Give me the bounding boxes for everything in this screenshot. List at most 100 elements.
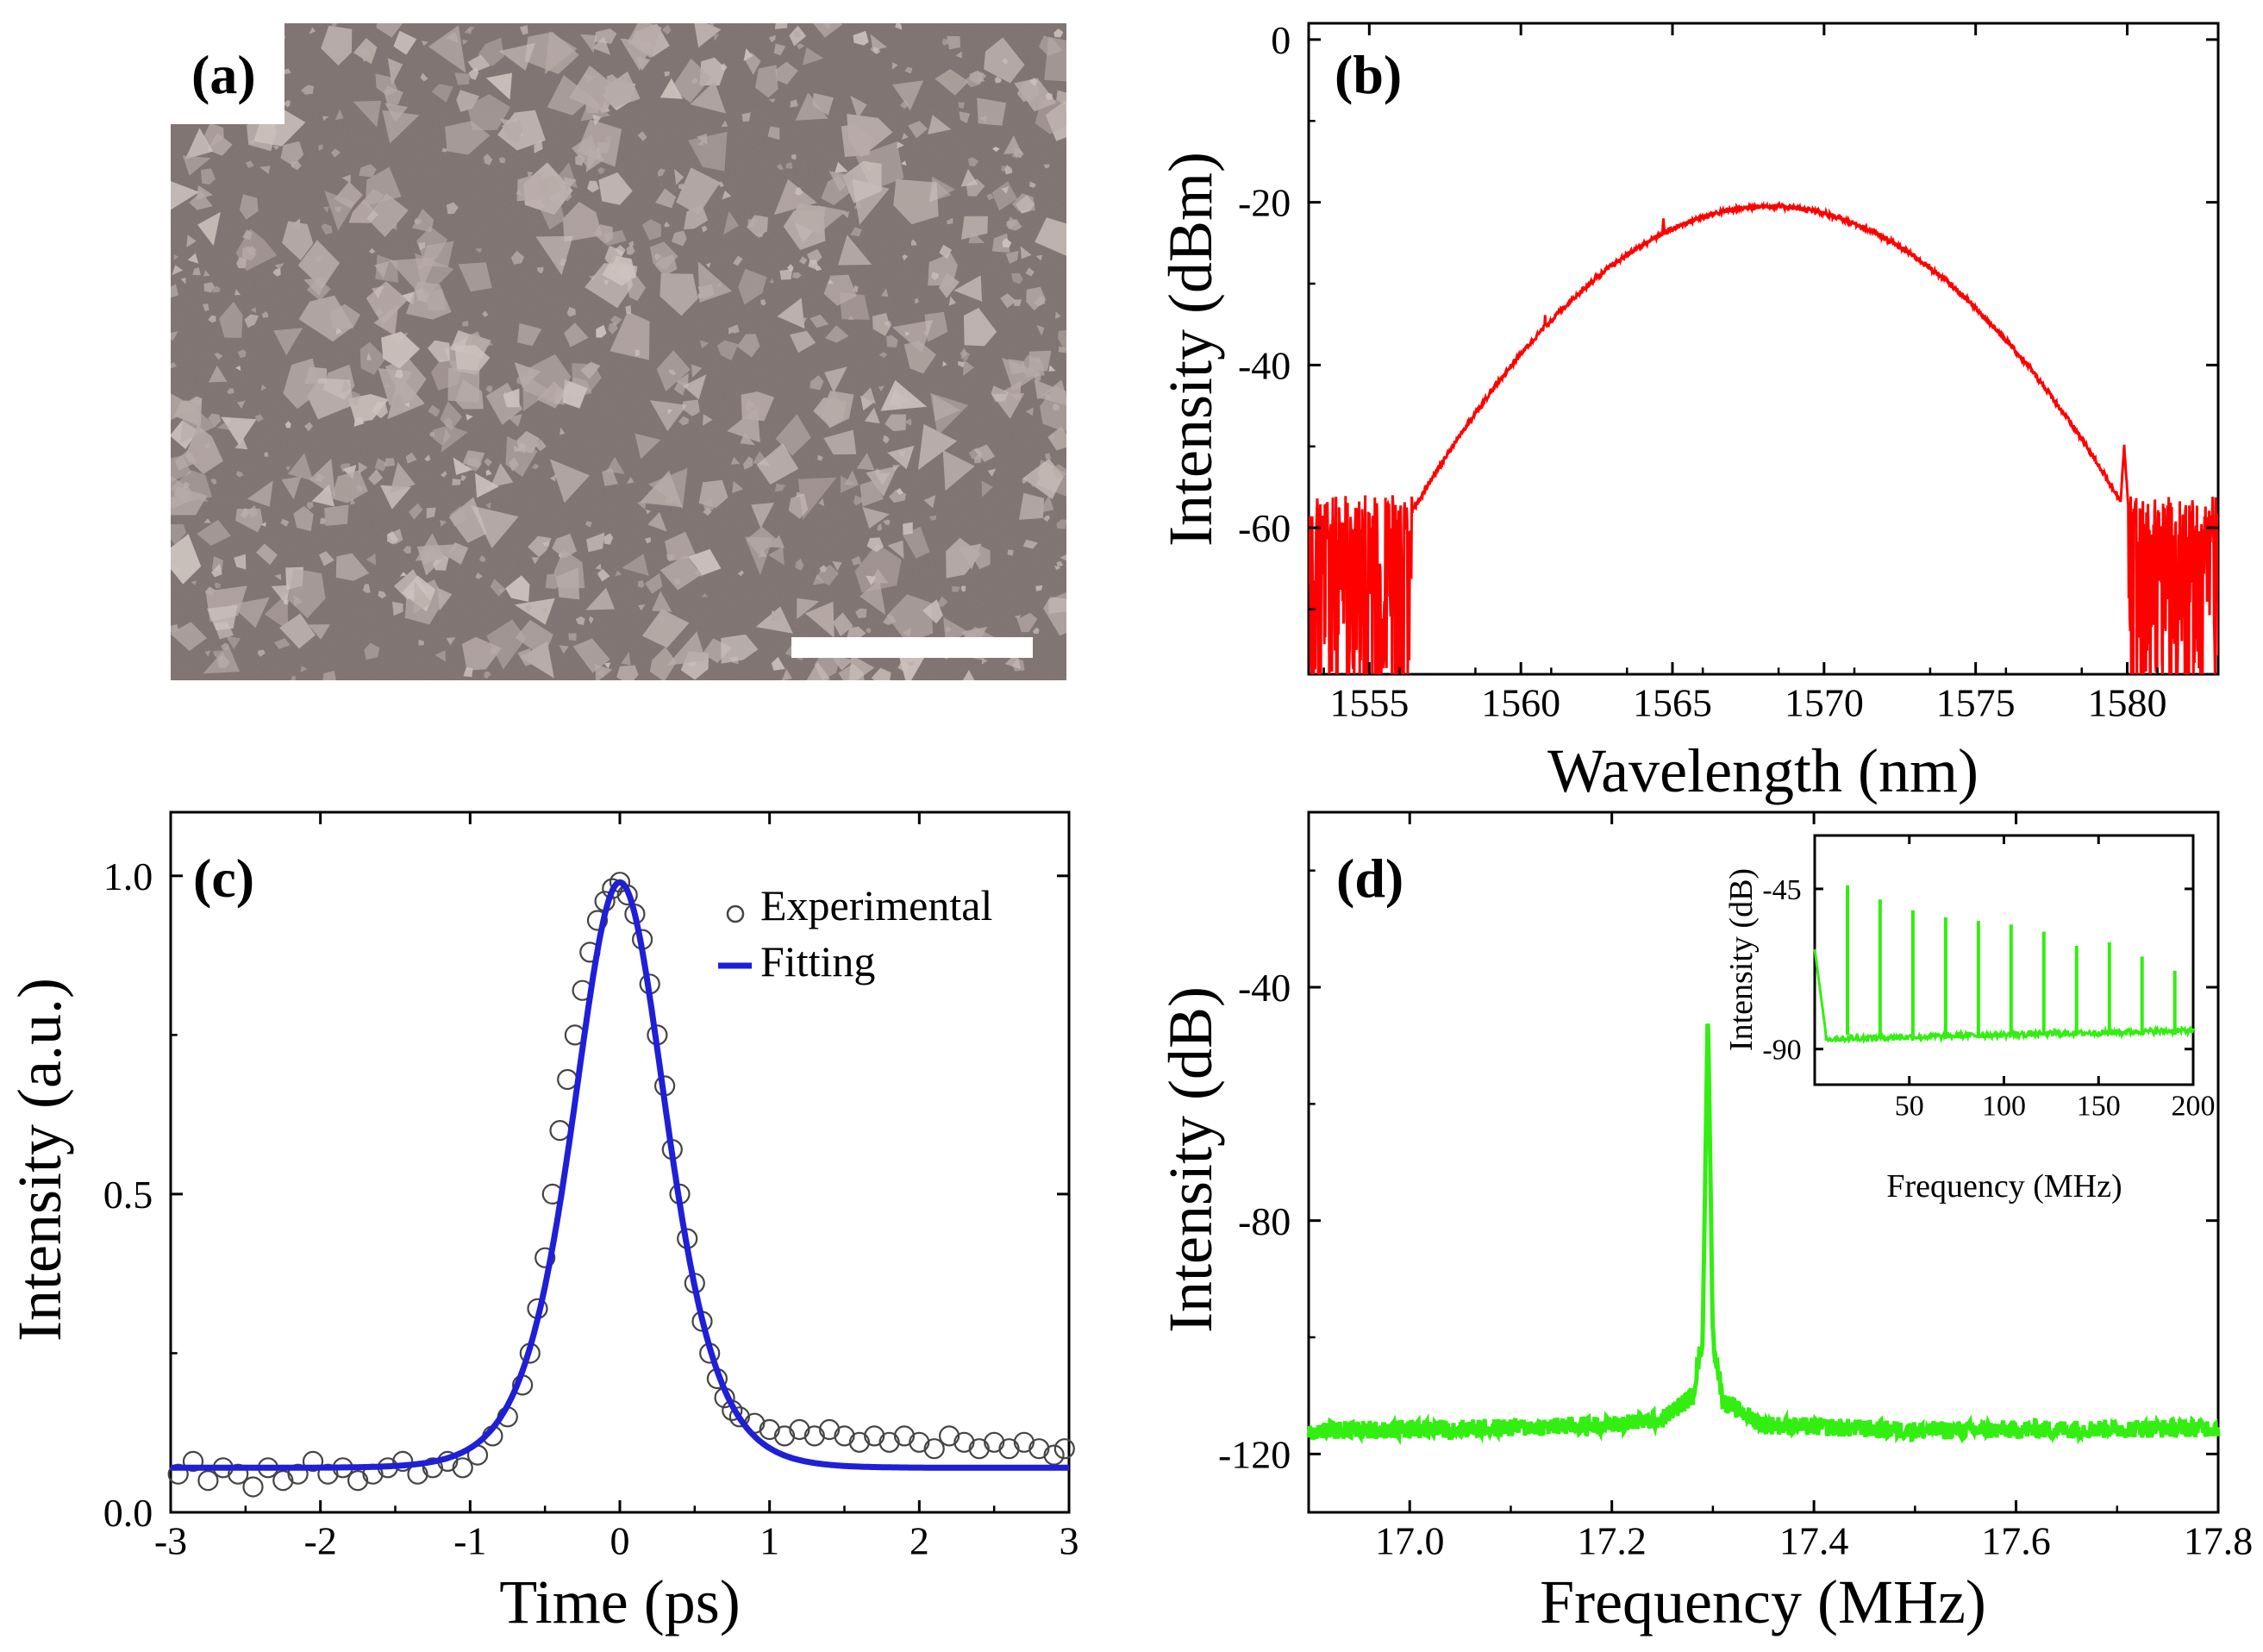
y-tick-label: -20 [1238,181,1291,225]
panel-a: (a) [171,23,1066,680]
x-tick-label: 1 [760,1518,779,1562]
x-tick-label: -1 [453,1518,486,1562]
data-point-experimental [968,1438,990,1460]
x-tick-label: 1560 [1481,680,1560,724]
data-point-experimental [302,1450,324,1473]
y-axis-label-d: Intensity (dB) [1156,986,1225,1333]
plot-frame-d [1307,810,2220,1514]
x-tick-label: 3 [1060,1518,1079,1562]
y-tick-label: -90 [1762,1035,1801,1067]
data-point-experimental [773,1425,796,1447]
data-point-experimental [893,1425,916,1447]
fitting-curve [171,879,1069,1471]
rf-spectrum-line [1306,1023,2221,1446]
data-point-experimental [609,872,631,893]
y-tick-label: -40 [1238,966,1291,1010]
data-point-experimental [347,1469,369,1492]
panel-b-chart: 1555 1560 1565 1570 1575 1580 0 -20 -40 -60 (b) W… [1156,18,2220,805]
data-point-experimental [953,1431,975,1453]
panel-c-chart: -3 -2 -1 0 1 2 3 0.0 0.5 1.0 (c) Experimental Fit… [5,810,1079,1636]
y-tick-label: 0 [1271,18,1291,62]
x-tick-label: 17.0 [1375,1518,1445,1562]
y-tick-label: 0.5 [103,1173,153,1217]
data-point-experimental [242,1476,264,1498]
data-point-experimental [803,1425,825,1447]
y-tick-label: -40 [1238,343,1291,387]
flake [183,30,191,39]
data-point-experimental [878,1431,900,1453]
x-tick-label: 0 [610,1518,630,1562]
y-tick-label: -120 [1218,1432,1291,1476]
y-tick-label: -80 [1238,1199,1291,1243]
x-axis-label-b: Wavelength (nm) [1547,736,1979,805]
inset-x-axis-label: Frequency (MHz) [1886,1168,2122,1205]
x-axis-label-d: Frequency (MHz) [1540,1568,1986,1636]
flake [174,62,184,72]
x-axis-label-c: Time (ps) [499,1568,740,1636]
data-point-experimental [1028,1438,1050,1460]
y-tick-label: -45 [1762,874,1801,906]
inset-frame [1813,834,2195,1086]
legend-label-experimental: Experimental [760,881,992,929]
flake [265,38,272,45]
data-point-experimental [848,1431,871,1453]
x-tick-label: 17.2 [1577,1518,1647,1562]
data-point-experimental [392,1450,414,1473]
panel-d-chart: 17.0 17.2 17.4 17.6 17.8 -40 -80 -120 (d) Frequ… [1156,810,2254,1636]
panel-b-label: (b) [1335,44,1402,105]
inset-chart-d: 50 100 150 200 -45 -90 Frequency (MHz) Intens… [1723,834,2216,1205]
legend-marker-experimental [726,904,745,923]
x-tick-label: -2 [304,1518,337,1562]
data-point-experimental [909,1431,930,1453]
y-axis-label-c: Intensity (a.u.) [5,978,74,1342]
x-tick-label: 17.8 [2184,1518,2254,1562]
x-tick-label: -3 [154,1518,187,1562]
flake [260,34,276,51]
data-point-experimental [789,1418,810,1441]
data-point-experimental [452,1457,473,1479]
x-tick-label: 1565 [1633,680,1712,724]
x-tick-label: 17.4 [1779,1518,1849,1562]
data-point-experimental [938,1425,960,1447]
data-point-experimental [422,1457,443,1479]
scale-bar [791,637,1033,658]
x-tick-label: 150 [2077,1091,2121,1123]
panel-d-label: (d) [1336,848,1403,909]
legend-label-fitting: Fitting [760,937,875,986]
x-tick-label: 50 [1895,1091,1924,1123]
y-tick-label: 0.0 [103,1491,153,1535]
data-point-experimental [728,1406,751,1428]
legend-c: Experimental Fitting [718,881,992,986]
inset-y-axis-label: Intensity (dB) [1723,868,1760,1051]
data-point-experimental [759,1418,780,1441]
data-point-experimental [557,1068,578,1091]
y-tick-label: -60 [1238,506,1291,550]
data-point-experimental [923,1438,945,1460]
y-axis-label-b: Intensity (dBm) [1156,152,1225,547]
data-point-experimental [182,1450,204,1473]
data-point-experimental [1043,1444,1065,1466]
x-tick-label: 1575 [1936,680,2016,724]
inset-baseline [1813,948,2195,1045]
data-point-experimental [549,1119,571,1142]
data-point-experimental [998,1438,1020,1460]
data-point-experimental [272,1469,294,1492]
data-point-experimental [818,1418,841,1441]
flake [171,109,178,116]
x-tick-label: 2 [910,1518,929,1562]
data-point-experimental [984,1431,1005,1453]
x-tick-label: 17.6 [1981,1518,2051,1562]
data-point-experimental [834,1425,855,1447]
flake [224,104,239,118]
data-point-experimental [534,1247,556,1268]
data-point-experimental [197,1469,219,1492]
x-tick-label: 1580 [2088,680,2167,724]
x-tick-label: 200 [2172,1091,2216,1123]
x-tick-label: 1555 [1329,680,1409,724]
data-point-experimental [1013,1431,1035,1453]
x-tick-label: 1570 [1785,680,1864,724]
data-point-experimental [228,1463,249,1485]
data-point-experimental [167,1463,189,1485]
panel-a-label: (a) [191,44,256,105]
